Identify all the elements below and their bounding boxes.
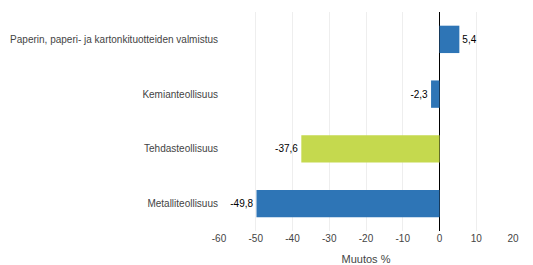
svg-text:Muutos %: Muutos %	[342, 253, 391, 265]
svg-text:-60: -60	[212, 233, 227, 244]
svg-text:0: 0	[437, 233, 443, 244]
svg-text:Paperin, paperi- ja kartonkitu: Paperin, paperi- ja kartonkituotteiden v…	[10, 34, 218, 45]
svg-text:-50: -50	[249, 233, 264, 244]
svg-text:Metalliteollisuus: Metalliteollisuus	[147, 198, 218, 209]
svg-text:5,4: 5,4	[462, 34, 476, 45]
svg-text:-30: -30	[322, 233, 337, 244]
svg-text:-49,8: -49,8	[230, 198, 253, 209]
svg-text:-37,6: -37,6	[275, 143, 298, 154]
svg-text:20: 20	[507, 233, 519, 244]
svg-text:10: 10	[471, 233, 483, 244]
svg-text:-10: -10	[396, 233, 411, 244]
svg-text:-40: -40	[285, 233, 300, 244]
svg-text:-2,3: -2,3	[410, 89, 428, 100]
svg-text:Tehdasteollisuus: Tehdasteollisuus	[144, 143, 218, 154]
svg-text:Kemianteollisuus: Kemianteollisuus	[142, 89, 218, 100]
svg-text:-20: -20	[359, 233, 374, 244]
